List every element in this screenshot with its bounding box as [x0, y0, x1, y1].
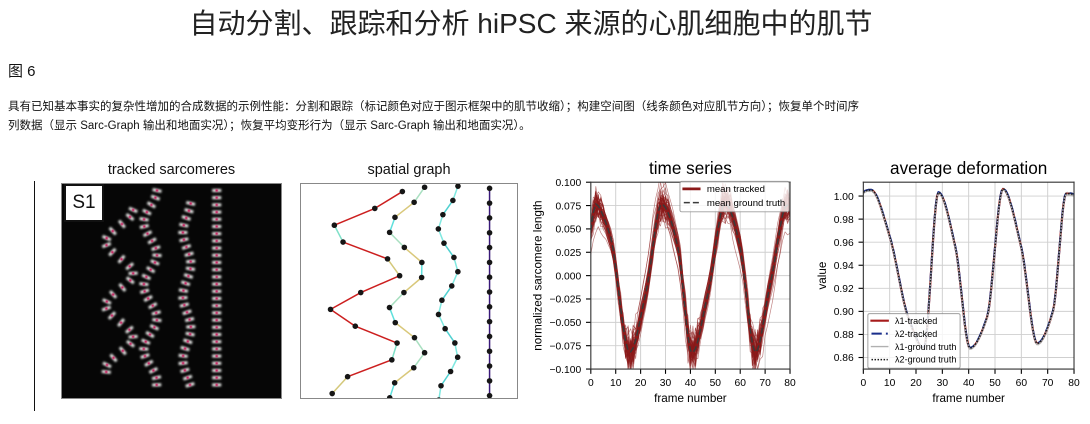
svg-text:30: 30 — [660, 378, 672, 389]
svg-text:normalized sarcomere length: normalized sarcomere length — [532, 200, 545, 350]
svg-text:10: 10 — [610, 378, 622, 389]
svg-text:0.96: 0.96 — [834, 238, 854, 249]
svg-text:0: 0 — [588, 378, 594, 389]
svg-text:20: 20 — [635, 378, 647, 389]
svg-text:70: 70 — [759, 378, 771, 389]
svg-text:0.92: 0.92 — [834, 284, 854, 295]
svg-text:50: 50 — [989, 378, 1001, 389]
svg-text:0.000: 0.000 — [555, 271, 581, 282]
svg-text:0.86: 0.86 — [834, 353, 854, 364]
svg-text:20: 20 — [910, 378, 922, 389]
svg-text:average deformation: average deformation — [890, 158, 1047, 178]
svg-text:40: 40 — [963, 378, 975, 389]
svg-text:60: 60 — [1016, 378, 1028, 389]
svg-text:mean ground truth: mean ground truth — [707, 198, 785, 209]
svg-text:0.88: 0.88 — [834, 330, 854, 341]
svg-text:30: 30 — [937, 378, 949, 389]
svg-text:80: 80 — [784, 378, 796, 389]
svg-text:80: 80 — [1068, 378, 1080, 389]
svg-text:value: value — [816, 262, 829, 290]
svg-text:mean tracked: mean tracked — [707, 184, 765, 195]
svg-text:−0.025: −0.025 — [549, 295, 581, 306]
svg-text:λ1-tracked: λ1-tracked — [895, 316, 937, 326]
svg-text:0.100: 0.100 — [555, 178, 581, 189]
svg-text:λ2-ground truth: λ2-ground truth — [895, 355, 956, 365]
svg-text:time series: time series — [649, 158, 732, 178]
svg-text:10: 10 — [884, 378, 896, 389]
svg-text:0.050: 0.050 — [555, 225, 581, 236]
svg-text:frame number: frame number — [654, 392, 727, 405]
svg-text:0.075: 0.075 — [555, 201, 581, 212]
svg-text:40: 40 — [685, 378, 697, 389]
svg-text:λ2-tracked: λ2-tracked — [895, 329, 937, 339]
svg-text:60: 60 — [735, 378, 747, 389]
svg-text:0.90: 0.90 — [834, 307, 854, 318]
svg-text:0.94: 0.94 — [834, 261, 854, 272]
svg-text:0.98: 0.98 — [834, 215, 854, 226]
svg-text:1.00: 1.00 — [834, 192, 854, 203]
svg-text:−0.075: −0.075 — [549, 341, 581, 352]
svg-text:frame number: frame number — [932, 392, 1005, 405]
svg-text:50: 50 — [710, 378, 722, 389]
svg-text:−0.050: −0.050 — [549, 318, 581, 329]
svg-text:−0.100: −0.100 — [549, 365, 581, 376]
svg-text:70: 70 — [1042, 378, 1054, 389]
svg-text:0.025: 0.025 — [555, 248, 581, 259]
svg-text:0: 0 — [860, 378, 866, 389]
svg-text:λ1-ground truth: λ1-ground truth — [895, 342, 956, 352]
